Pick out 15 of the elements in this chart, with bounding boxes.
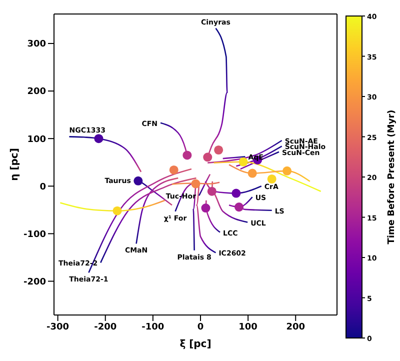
y-tick-label: 0: [40, 182, 46, 192]
y-tick-label: -200: [23, 277, 46, 288]
x-tick-label: 100: [238, 322, 258, 332]
x-tick-label: -100: [142, 322, 164, 332]
y-tick-label: -100: [23, 230, 46, 240]
x-tick-label: -200: [94, 322, 117, 332]
y-axis-title: η [pc]: [10, 148, 21, 181]
x-tick-label: 200: [286, 322, 306, 332]
color-bar-title: Time Before Present (Myr): [387, 110, 397, 244]
y-tick-label: 200: [27, 87, 46, 98]
y-tick-label: 100: [27, 134, 46, 145]
x-axis-title: ξ [pc]: [180, 339, 212, 350]
y-tick-label: 300: [27, 40, 46, 50]
x-tick-label: -300: [46, 322, 70, 332]
x-tick-label: 0: [197, 322, 204, 332]
